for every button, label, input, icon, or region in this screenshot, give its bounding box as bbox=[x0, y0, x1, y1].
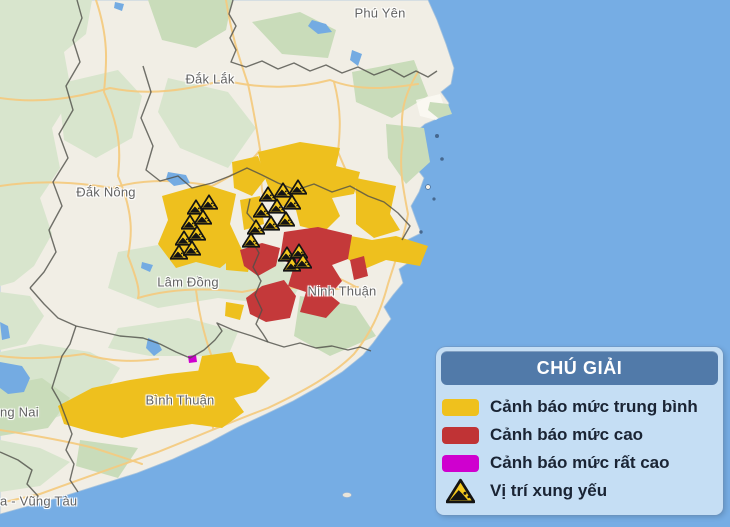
legend-items: Cảnh báo mức trung bình Cảnh báo mức cao… bbox=[436, 389, 723, 505]
legend-item-label: Cảnh báo mức rất cao bbox=[490, 453, 670, 472]
province-label-dong-nai: ng Nai bbox=[0, 404, 39, 420]
legend-item-label: Cảnh báo mức cao bbox=[490, 425, 644, 444]
province-border-layer bbox=[0, 0, 438, 507]
province-label-phu-yen: Phú Yên bbox=[354, 5, 406, 21]
warning-zone-medium-layer bbox=[58, 142, 428, 438]
province-label-dak-nong: Đắk Nông bbox=[76, 184, 136, 200]
province-label-binh-thuan: Bình Thuận bbox=[145, 392, 215, 408]
warning-zone-very-high-layer bbox=[188, 355, 197, 363]
legend-item-high: Cảnh báo mức cao bbox=[442, 421, 717, 449]
province-label-ninh-thuan: Ninh Thuận bbox=[307, 283, 377, 299]
province-label-lam-dong: Lâm Đồng bbox=[157, 274, 219, 290]
legend-title: CHÚ GIẢI bbox=[536, 358, 623, 378]
legend-item-very-high: Cảnh báo mức rất cao bbox=[442, 449, 717, 477]
province-label-ba-ria-vung-tau: a - Vũng Tàu bbox=[0, 493, 78, 509]
island-layer bbox=[342, 94, 452, 498]
legend-item-medium: Cảnh báo mức trung bình bbox=[442, 393, 717, 421]
legend-item-critical-position: Vị trí xung yếu bbox=[442, 477, 717, 505]
lake-layer bbox=[0, 2, 410, 394]
legend-header: CHÚ GIẢI bbox=[441, 351, 718, 385]
legend-item-label: Vị trí xung yếu bbox=[490, 481, 608, 500]
landslide-warning-icon bbox=[442, 478, 479, 504]
province-label-dak-lak: Đắk Lắk bbox=[185, 71, 235, 87]
warning-medium-swatch bbox=[442, 398, 479, 416]
legend-panel: CHÚ GIẢI Cảnh báo mức trung bình Cảnh bá… bbox=[436, 347, 723, 515]
warning-very-high-swatch bbox=[442, 454, 479, 472]
legend-item-label: Cảnh báo mức trung bình bbox=[490, 397, 698, 416]
warning-high-swatch bbox=[442, 426, 479, 444]
